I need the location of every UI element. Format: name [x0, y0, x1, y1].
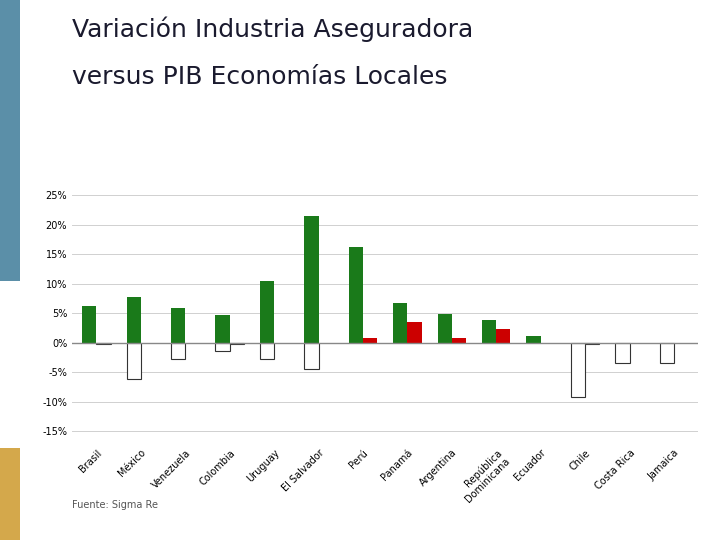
Bar	[616, 343, 629, 363]
Bar	[260, 281, 274, 343]
Text: Fuente: Sigma Re: Fuente: Sigma Re	[72, 500, 158, 510]
Bar	[438, 314, 452, 343]
Bar	[348, 247, 363, 343]
Bar	[393, 302, 408, 343]
Bar	[452, 338, 466, 343]
Bar	[660, 343, 674, 363]
Bar	[215, 343, 230, 352]
Bar	[526, 335, 541, 343]
Bar	[571, 343, 585, 397]
Bar	[171, 343, 185, 359]
Bar	[496, 329, 510, 343]
Bar	[215, 315, 230, 343]
Bar	[363, 338, 377, 343]
Text: versus PIB Economías Locales: versus PIB Economías Locales	[72, 65, 448, 89]
Bar	[96, 343, 111, 345]
Bar	[127, 343, 141, 379]
Bar	[230, 343, 244, 345]
Bar	[408, 322, 422, 343]
Bar	[482, 320, 496, 343]
Bar	[127, 296, 141, 343]
Bar	[541, 343, 555, 345]
Bar	[305, 343, 318, 369]
Text: Variación Industria Aseguradora: Variación Industria Aseguradora	[72, 16, 473, 42]
Bar	[585, 343, 599, 344]
Bar	[171, 308, 185, 343]
Bar	[82, 306, 96, 343]
Bar	[305, 216, 318, 343]
Bar	[260, 343, 274, 359]
